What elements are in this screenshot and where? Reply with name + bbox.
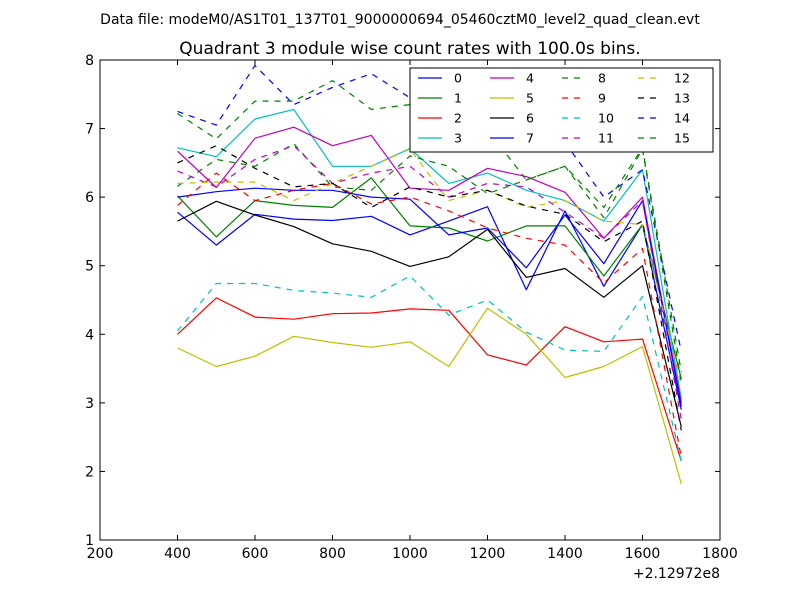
legend-label: 6 xyxy=(526,111,534,126)
series-line-2 xyxy=(177,297,682,462)
y-tick-label: 1 xyxy=(85,533,94,549)
legend-label: 0 xyxy=(454,71,462,86)
legend-item-7: 7 xyxy=(490,131,534,146)
y-tick-label: 2 xyxy=(85,464,94,480)
x-offset-label: +2.12972e8 xyxy=(633,566,720,582)
legend-label: 13 xyxy=(674,91,690,106)
figure-suptitle: Data file: modeM0/AS1T01_137T01_90000006… xyxy=(100,12,700,28)
x-tick-label: 1200 xyxy=(470,546,506,562)
series-line-5 xyxy=(177,307,682,484)
legend-label: 2 xyxy=(454,111,462,126)
legend-label: 5 xyxy=(526,91,534,106)
legend-item-4: 4 xyxy=(490,71,534,86)
legend-frame xyxy=(409,67,714,153)
y-tick-label: 7 xyxy=(85,122,94,138)
legend-item-13: 13 xyxy=(638,91,690,106)
legend-label: 11 xyxy=(598,131,614,146)
legend-label: 15 xyxy=(674,131,690,146)
x-tick-label: 1000 xyxy=(392,546,428,562)
y-tick-label: 4 xyxy=(85,327,94,343)
x-tick-label: 1800 xyxy=(702,546,738,562)
legend-label: 3 xyxy=(454,131,462,146)
legend-label: 8 xyxy=(598,71,606,86)
legend-item-8: 8 xyxy=(562,71,606,86)
legend-item-3: 3 xyxy=(418,131,462,146)
series-line-12 xyxy=(177,148,682,386)
series-line-0 xyxy=(177,206,682,410)
legend-label: 1 xyxy=(454,91,462,106)
chart-title: Quadrant 3 module wise count rates with … xyxy=(179,39,640,59)
series-line-8 xyxy=(177,143,682,373)
legend-label: 7 xyxy=(526,131,534,146)
series-line-3 xyxy=(177,108,682,400)
series-line-9 xyxy=(177,172,682,458)
legend-item-5: 5 xyxy=(490,91,534,106)
series-line-6 xyxy=(177,200,682,428)
legend-item-14: 14 xyxy=(638,111,690,126)
y-tick-label: 6 xyxy=(85,190,94,206)
legend-item-0: 0 xyxy=(418,71,462,86)
legend-label: 10 xyxy=(598,111,614,126)
legend-item-2: 2 xyxy=(418,111,462,126)
legend-item-9: 9 xyxy=(562,91,606,106)
x-tick-label: 800 xyxy=(319,546,346,562)
y-tick-label: 3 xyxy=(85,396,94,412)
series-line-4 xyxy=(177,126,682,404)
legend-label: 9 xyxy=(598,91,606,106)
legend-label: 14 xyxy=(674,111,690,126)
legend-item-1: 1 xyxy=(418,91,462,106)
x-tick-label: 1400 xyxy=(547,546,583,562)
x-tick-label: 1600 xyxy=(625,546,661,562)
y-tick-label: 5 xyxy=(85,259,94,275)
legend-item-11: 11 xyxy=(562,131,614,146)
x-tick-label: 600 xyxy=(242,546,269,562)
legend-item-10: 10 xyxy=(562,111,614,126)
x-tick-label: 200 xyxy=(87,546,114,562)
series-line-10 xyxy=(177,275,682,462)
y-tick-label: 8 xyxy=(85,53,94,69)
series-line-1 xyxy=(177,177,682,380)
series-line-7 xyxy=(177,187,682,407)
x-tick-label: 400 xyxy=(164,546,191,562)
legend-item-6: 6 xyxy=(490,111,534,126)
legend-item-15: 15 xyxy=(638,131,690,146)
series-line-11 xyxy=(177,145,682,421)
legend-item-12: 12 xyxy=(638,71,690,86)
legend-label: 12 xyxy=(674,71,690,86)
legend-label: 4 xyxy=(526,71,534,86)
series-line-13 xyxy=(177,145,682,431)
